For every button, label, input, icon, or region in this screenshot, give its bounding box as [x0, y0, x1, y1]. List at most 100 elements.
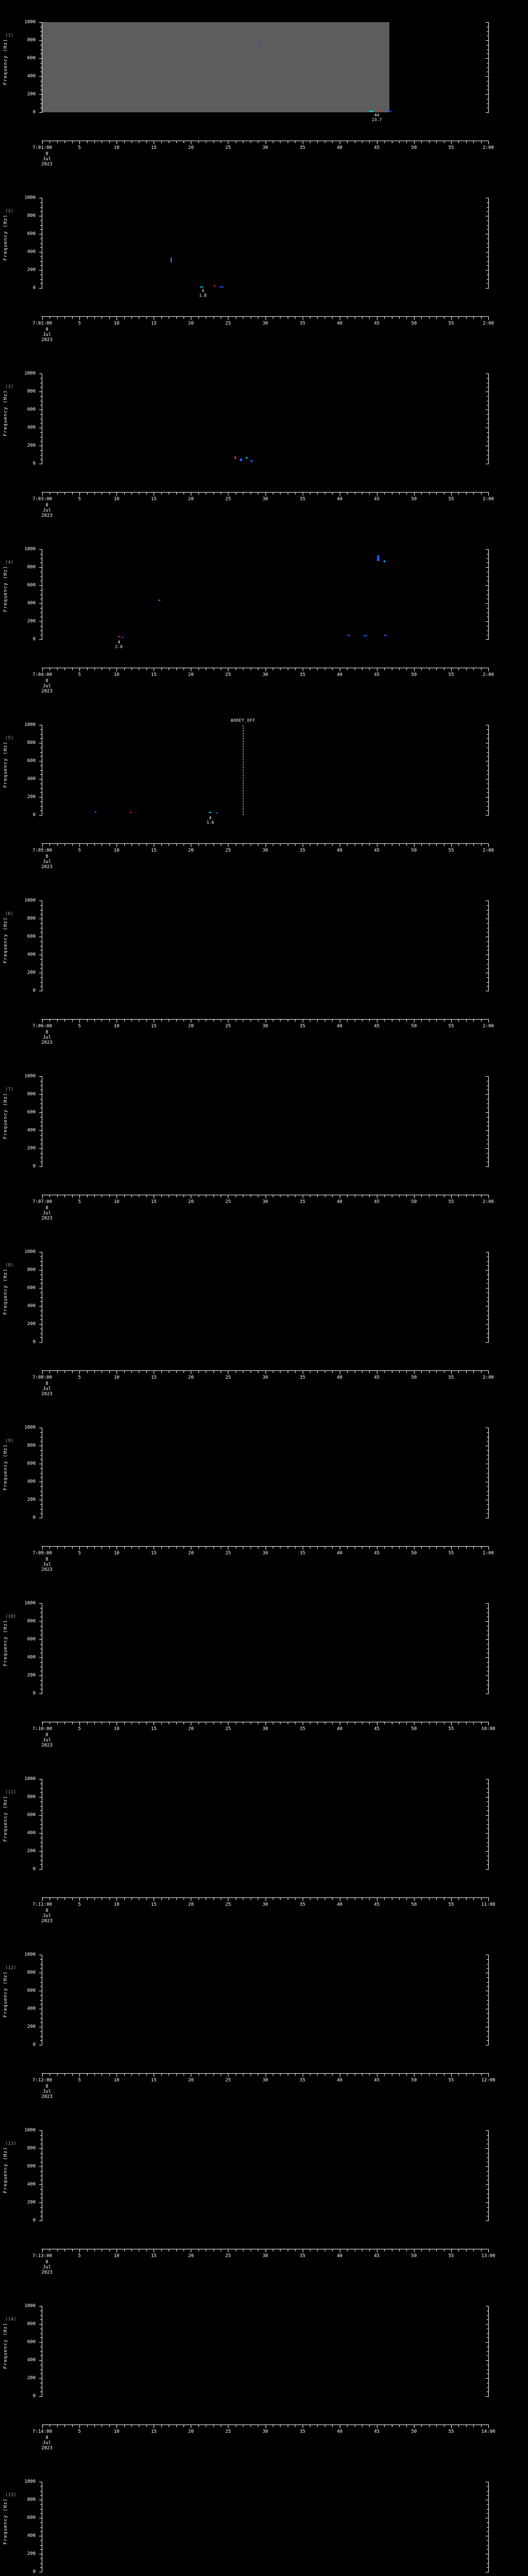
x-tick-label: 35 — [300, 848, 305, 853]
y-axis-title: Frequency (Hz) — [3, 2498, 8, 2545]
y-tick-minor — [40, 738, 42, 739]
y-tick-minor — [40, 2189, 42, 2190]
y-tick-minor — [40, 1842, 42, 1843]
x-tick-label: 7:02:00 — [32, 321, 52, 326]
x-tick-minor — [161, 1722, 162, 1724]
x-tick-minor — [473, 492, 474, 495]
x-tick-label: 15 — [151, 497, 157, 502]
x-tick-minor — [87, 668, 88, 670]
y-tick-minor-right — [487, 1680, 489, 1681]
x-tick-label: 50 — [411, 2078, 417, 2083]
x-tick-minor — [57, 316, 58, 319]
event-marker-label: ADDET_OFF — [230, 718, 256, 723]
y-tick-minor-right — [487, 2567, 489, 2568]
x-tick-minor — [131, 141, 132, 143]
y-tick-label: 800 — [27, 740, 36, 745]
y-tick-minor — [40, 774, 42, 775]
y-tick-label: 200 — [27, 267, 36, 273]
x-tick-minor — [94, 1019, 95, 1022]
x-tick-minor — [473, 843, 474, 846]
y-tick-minor-right — [487, 2171, 489, 2172]
x-tick-minor — [124, 2425, 125, 2427]
x-tick-label: 5 — [78, 1375, 81, 1380]
x-tick-label: 11:00 — [481, 1902, 496, 1907]
x-tick-major — [42, 141, 43, 144]
y-tick-minor — [40, 1265, 42, 1266]
y-tick-label: 200 — [27, 1146, 36, 1151]
y-tick-minor — [40, 2522, 42, 2523]
x-tick-minor — [161, 2425, 162, 2427]
y-tick-label: 1000 — [24, 2479, 36, 2484]
x-tick-major — [414, 316, 415, 320]
y-tick-minor — [40, 1468, 42, 1469]
x-tick-label: 40 — [337, 848, 343, 853]
x-tick-minor — [481, 668, 482, 670]
x-tick-minor — [131, 316, 132, 319]
y-tick-major-right — [486, 22, 489, 23]
x-tick-minor — [399, 2073, 400, 2076]
x-tick-minor — [458, 1370, 459, 1373]
x-tick-minor — [124, 1897, 125, 1900]
x-tick-label: 55 — [448, 321, 454, 326]
x-tick-label: 13:00 — [481, 2253, 496, 2259]
x-tick-label: 40 — [337, 1199, 343, 1205]
x-tick-label: 25 — [225, 1726, 231, 1732]
y-tick-minor-right — [487, 1806, 489, 1807]
x-tick-label: 35 — [300, 1199, 305, 1205]
x-tick-label: 5 — [78, 2429, 81, 2434]
y-tick-minor — [40, 810, 42, 811]
x-tick-label: 40 — [337, 497, 343, 502]
x-tick-minor — [146, 668, 147, 670]
y-tick-minor — [40, 2558, 42, 2559]
y-axis-title: Frequency (Hz) — [3, 1971, 8, 2018]
x-tick-minor — [466, 492, 467, 495]
x-tick-minor — [176, 141, 177, 143]
x-tick-major — [451, 1370, 452, 1374]
x-tick-label: 50 — [411, 2429, 417, 2434]
x-tick-minor — [384, 2425, 385, 2427]
plot-area — [42, 22, 488, 112]
x-tick-label: 45 — [374, 2253, 380, 2259]
x-tick-label: 35 — [300, 2253, 305, 2259]
x-tick-label: 25 — [225, 1375, 231, 1380]
y-tick-major — [39, 1076, 42, 1077]
y-tick-major-right — [486, 1693, 489, 1694]
x-tick-minor — [131, 2249, 132, 2251]
date-stamp: 8 Jul 2023 — [41, 2260, 53, 2275]
x-tick-label: 45 — [374, 1902, 380, 1907]
x-tick-minor — [176, 2249, 177, 2251]
y-tick-major — [39, 639, 42, 640]
x-tick-minor — [406, 1722, 407, 1724]
x-tick-label: 15 — [151, 2429, 157, 2434]
x-tick-label: 40 — [337, 2078, 343, 2083]
x-tick-minor — [213, 1370, 214, 1373]
y-tick-minor-right — [487, 2031, 489, 2032]
y-tick-major — [39, 1675, 42, 1676]
y-tick-major — [39, 2378, 42, 2379]
y-tick-major-right — [486, 585, 489, 586]
y-tick-major — [39, 603, 42, 604]
detection-mark — [208, 812, 211, 814]
y-tick-label: 1000 — [24, 898, 36, 903]
x-tick-minor — [436, 668, 437, 670]
x-tick-label: 25 — [225, 497, 231, 502]
x-tick-minor — [213, 1019, 214, 1022]
x-tick-minor — [466, 2425, 467, 2427]
x-tick-label: 55 — [448, 1726, 454, 1732]
x-tick-minor — [161, 2249, 162, 2251]
x-tick-minor — [399, 1370, 400, 1373]
y-tick-label: 1000 — [24, 722, 36, 727]
x-tick-label: 40 — [337, 1024, 343, 1029]
x-tick-label: 15 — [151, 2078, 157, 2083]
y-tick-minor-right — [487, 2513, 489, 2514]
x-tick-minor — [94, 2425, 95, 2427]
y-tick-minor-right — [487, 1495, 489, 1496]
y-tick-major-right — [486, 1076, 489, 1077]
x-tick-label: 25 — [225, 321, 231, 326]
x-tick-minor — [399, 843, 400, 846]
x-tick-label: 55 — [448, 1551, 454, 1556]
x-tick-minor — [176, 668, 177, 670]
y-tick-minor — [40, 2040, 42, 2041]
x-tick-minor — [72, 492, 73, 495]
y-tick-major-right — [486, 94, 489, 95]
